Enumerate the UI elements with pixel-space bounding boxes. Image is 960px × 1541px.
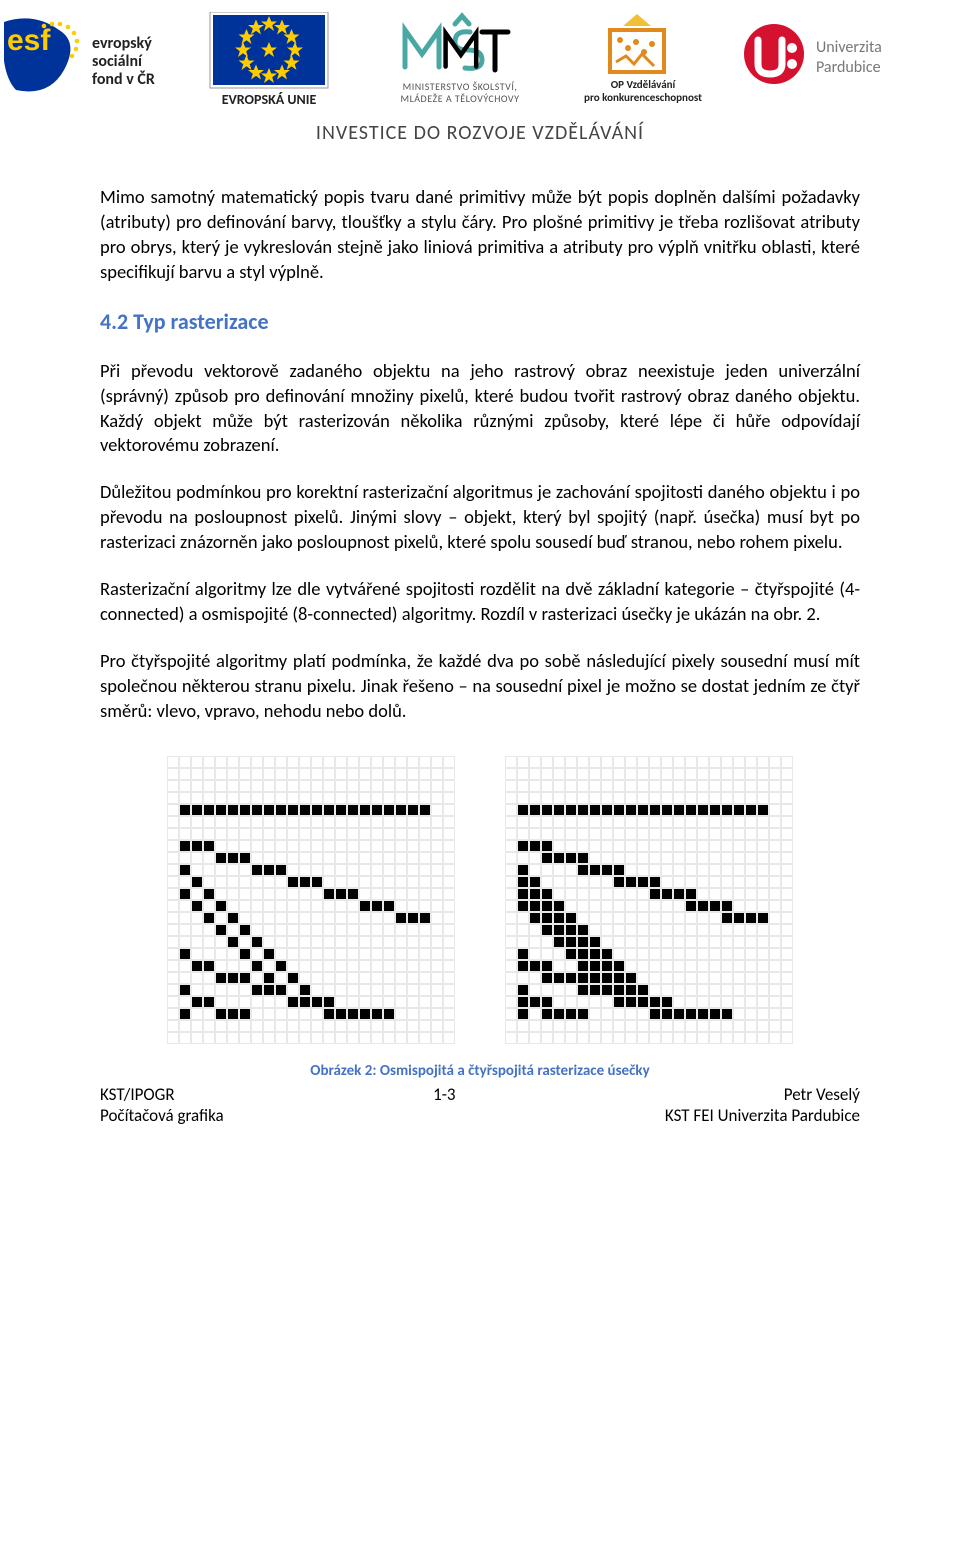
- paragraph-3: Důležitou podmínkou pro korektní rasteri…: [100, 480, 860, 555]
- svg-text:EVROPSKÁ UNIE: EVROPSKÁ UNIE: [222, 91, 317, 107]
- header-logo-row: esf evropský sociální fond v ČR: [0, 0, 960, 115]
- footer-author: Petr Veselý: [665, 1084, 860, 1105]
- svg-text:Univerzita: Univerzita: [816, 38, 882, 57]
- logo-msmt: MINISTERSTVO ŠKOLSTVÍ, MLÁDEŽE A TĚLOVÝC…: [370, 12, 550, 107]
- raster-grid-8-connected: [167, 756, 455, 1044]
- svg-text:sociální: sociální: [92, 52, 143, 71]
- svg-text:pro konkurenceschopnost: pro konkurenceschopnost: [584, 91, 702, 104]
- svg-text:OP Vzdělávání: OP Vzdělávání: [611, 78, 677, 91]
- paragraph-4: Rasterizační algoritmy lze dle vytvářené…: [100, 577, 860, 627]
- svg-text:esf: esf: [7, 24, 51, 57]
- svg-text:Pardubice: Pardubice: [816, 58, 881, 77]
- svg-text:MLÁDEŽE A TĚLOVÝCHOVY: MLÁDEŽE A TĚLOVÝCHOVY: [401, 92, 520, 105]
- esf-label: evropský: [92, 34, 152, 53]
- heading-4-2: 4.2 Typ rasterizace: [100, 307, 860, 337]
- paragraph-1: Mimo samotný matematický popis tvaru dan…: [100, 185, 860, 285]
- raster-grid-4-connected: [505, 756, 793, 1044]
- page-footer: KST/IPOGR Počítačová grafika 1-3 Petr Ve…: [0, 1084, 960, 1146]
- footer-course-code: KST/IPOGR: [100, 1084, 224, 1105]
- paragraph-5: Pro čtyřspojité algoritmy platí podmínka…: [100, 649, 860, 724]
- footer-page-number: 1-3: [433, 1084, 455, 1105]
- figure-caption: Obrázek 2: Osmispojitá a čtyřspojitá ras…: [0, 1062, 960, 1080]
- paragraph-2: Při převodu vektorově zadaného objektu n…: [100, 359, 860, 459]
- logo-eu: EVROPSKÁ UNIE: [202, 12, 352, 107]
- footer-institution: KST FEI Univerzita Pardubice: [665, 1105, 860, 1126]
- banner-title: INVESTICE DO ROZVOJE VZDĚLÁVÁNÍ: [0, 121, 960, 145]
- logo-opvk: OP Vzdělávání pro konkurenceschopnost: [568, 12, 718, 107]
- logo-esf: esf evropský sociální fond v ČR: [4, 12, 184, 107]
- figure-row: [0, 746, 960, 1044]
- logo-upce: Univerzita Pardubice: [736, 12, 936, 107]
- document-body: Mimo samotný matematický popis tvaru dan…: [0, 185, 960, 724]
- footer-course-name: Počítačová grafika: [100, 1105, 224, 1126]
- svg-text:fond v ČR: fond v ČR: [92, 70, 155, 89]
